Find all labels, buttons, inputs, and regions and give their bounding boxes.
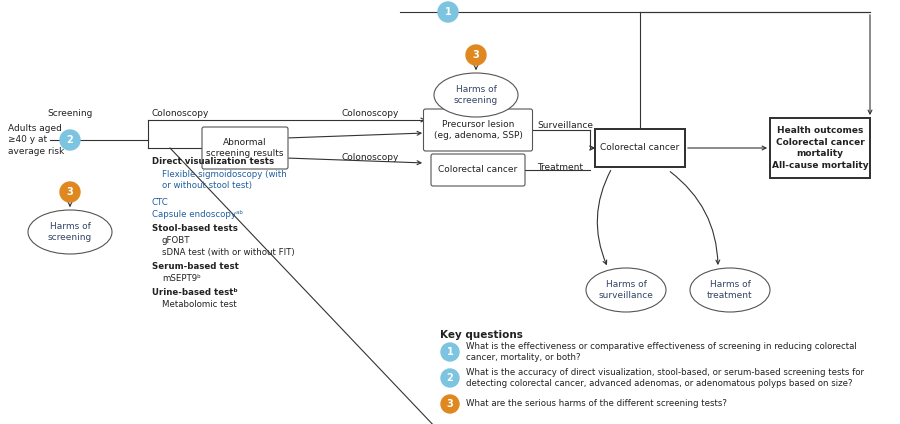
- Circle shape: [441, 395, 459, 413]
- Text: Serum-based test: Serum-based test: [152, 262, 239, 271]
- Text: Colorectal cancer: Colorectal cancer: [600, 143, 680, 153]
- Text: gFOBT: gFOBT: [162, 236, 191, 245]
- FancyBboxPatch shape: [424, 109, 533, 151]
- Text: mSEPT9ᵇ: mSEPT9ᵇ: [162, 274, 201, 283]
- Text: 3: 3: [472, 50, 480, 60]
- Text: Key questions: Key questions: [440, 330, 523, 340]
- Text: 1: 1: [446, 347, 454, 357]
- Text: What is the effectiveness or comparative effectiveness of screening in reducing : What is the effectiveness or comparative…: [466, 342, 857, 362]
- Text: Direct visualization tests: Direct visualization tests: [152, 157, 274, 166]
- Text: Harms of
screening: Harms of screening: [454, 85, 498, 105]
- Text: CTC: CTC: [152, 198, 169, 207]
- Text: Colorectal cancer: Colorectal cancer: [438, 165, 518, 175]
- Circle shape: [438, 2, 458, 22]
- Text: Capsule endoscopyᵃᵇ: Capsule endoscopyᵃᵇ: [152, 210, 243, 219]
- Text: Urine-based testᵇ: Urine-based testᵇ: [152, 288, 238, 297]
- Text: Abnormal
screening results: Abnormal screening results: [206, 138, 284, 158]
- Text: Health outcomes
Colorectal cancer
mortality
All-cause mortality: Health outcomes Colorectal cancer mortal…: [771, 126, 868, 170]
- Text: Flexible sigmoidoscopy (with
or without stool test): Flexible sigmoidoscopy (with or without …: [162, 170, 287, 190]
- FancyBboxPatch shape: [431, 154, 525, 186]
- FancyBboxPatch shape: [770, 118, 870, 178]
- Circle shape: [466, 45, 486, 65]
- Text: Screening: Screening: [48, 109, 93, 118]
- Ellipse shape: [690, 268, 770, 312]
- FancyBboxPatch shape: [595, 129, 685, 167]
- FancyBboxPatch shape: [202, 127, 288, 169]
- Text: Colonoscopy: Colonoscopy: [341, 153, 399, 162]
- Text: Colonoscopy: Colonoscopy: [152, 109, 210, 118]
- Circle shape: [60, 182, 80, 202]
- Text: Stool-based tests: Stool-based tests: [152, 224, 238, 233]
- Ellipse shape: [434, 73, 518, 117]
- Text: 2: 2: [446, 373, 454, 383]
- Text: What are the serious harms of the different screening tests?: What are the serious harms of the differ…: [466, 399, 727, 408]
- Circle shape: [441, 343, 459, 361]
- Ellipse shape: [586, 268, 666, 312]
- Text: Precursor lesion
(eg, adenoma, SSP): Precursor lesion (eg, adenoma, SSP): [434, 120, 522, 140]
- Text: Treatment: Treatment: [537, 164, 583, 173]
- Circle shape: [60, 130, 80, 150]
- Text: Harms of
surveillance: Harms of surveillance: [598, 280, 653, 300]
- Text: 2: 2: [67, 135, 74, 145]
- Text: Metabolomic test: Metabolomic test: [162, 300, 237, 309]
- Text: Harms of
treatment: Harms of treatment: [707, 280, 752, 300]
- Text: 3: 3: [67, 187, 74, 197]
- Text: 3: 3: [446, 399, 454, 409]
- Text: sDNA test (with or without FIT): sDNA test (with or without FIT): [162, 248, 294, 257]
- Text: Harms of
screening: Harms of screening: [48, 222, 92, 242]
- Text: Adults aged
≥40 y at
average risk: Adults aged ≥40 y at average risk: [8, 124, 64, 156]
- Text: Surveillance: Surveillance: [537, 122, 593, 131]
- Circle shape: [441, 369, 459, 387]
- Ellipse shape: [28, 210, 112, 254]
- Text: Colonoscopy: Colonoscopy: [341, 109, 399, 118]
- Text: 1: 1: [445, 7, 452, 17]
- Text: What is the accuracy of direct visualization, stool-based, or serum-based screen: What is the accuracy of direct visualiza…: [466, 368, 864, 388]
